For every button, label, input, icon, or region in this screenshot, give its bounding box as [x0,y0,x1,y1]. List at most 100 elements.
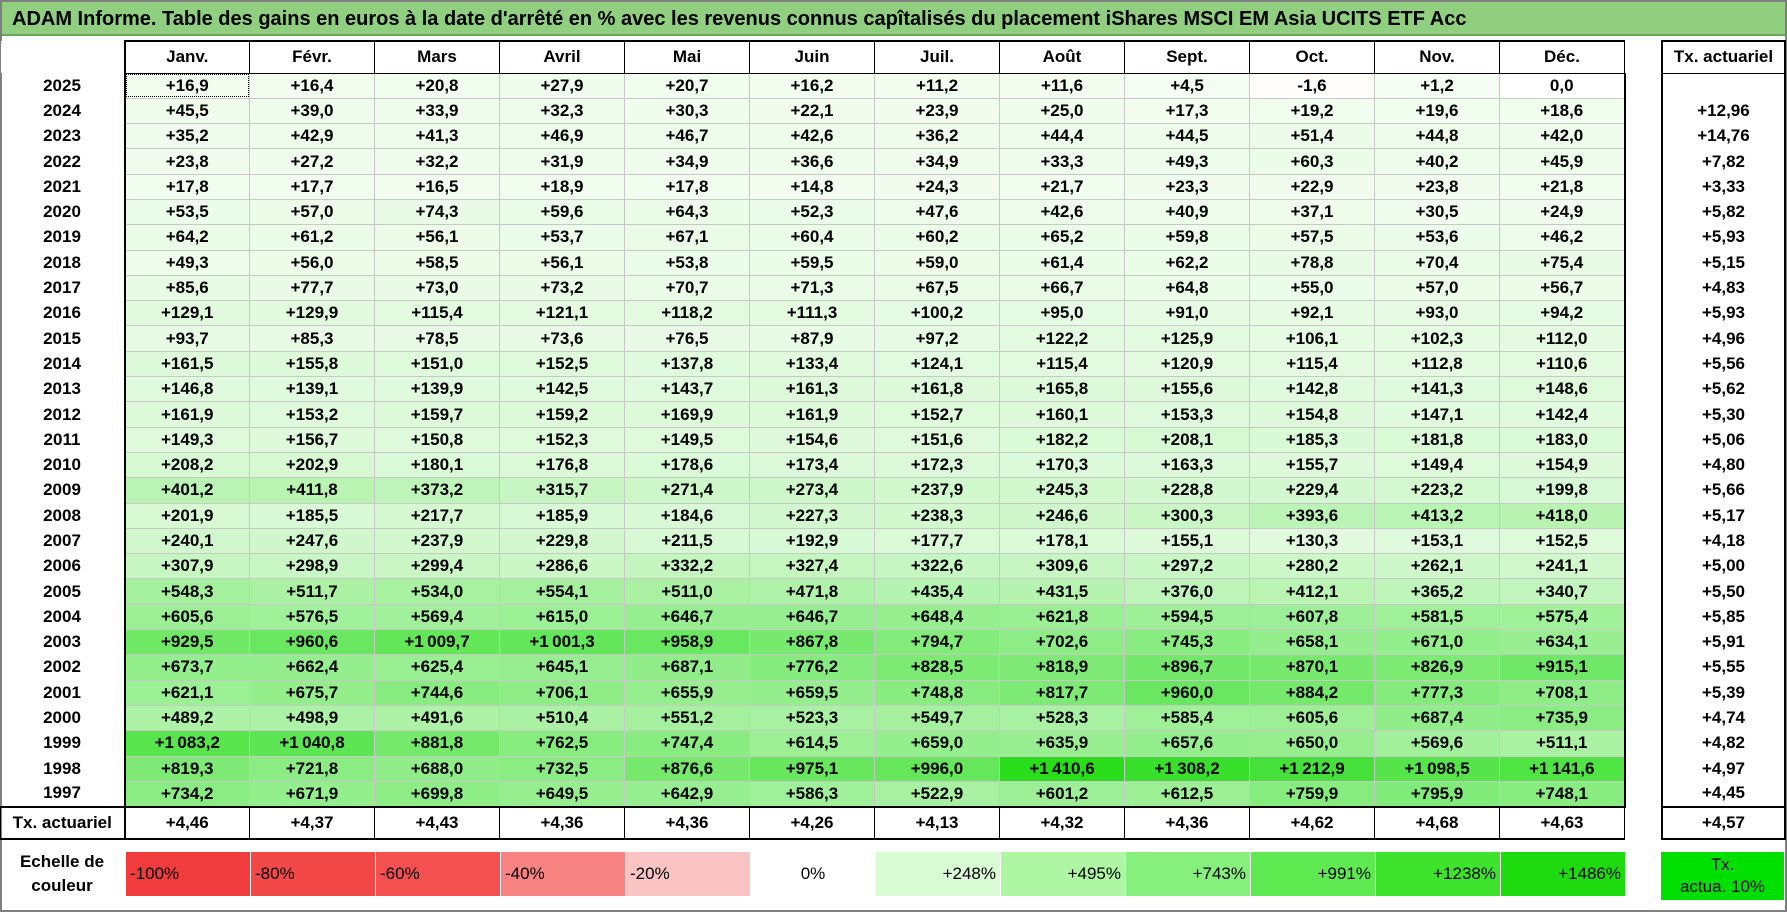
gain-cell: +881,8 [374,730,500,757]
year-label: 2009 [0,477,126,504]
gain-cell: +97,2 [874,325,1000,352]
gain-cell: +327,4 [749,553,875,580]
gain-cell: +181,8 [1374,426,1500,453]
gain-cell: +55,0 [1249,274,1375,302]
header-row: Janv. Févr. Mars Avril Mai Juin Juil. Août Sept.… [0,40,1625,74]
year-label: 2008 [0,503,126,529]
gain-cell: +44,8 [1374,123,1500,150]
gain-cell: +155,6 [1124,376,1250,403]
table-row: 2016 +129,1 +129,9 +115,4 +121,1 +118,2 +111,3… [0,300,1626,327]
gain-cell: +152,7 [874,401,1000,428]
gain-cell: +706,1 [499,679,625,706]
gain-cell: +60,4 [749,224,875,251]
gain-cell: +299,4 [374,553,500,580]
gain-cell: +322,6 [874,553,1000,580]
gain-cell: +24,3 [874,173,1000,200]
gain-cell: +184,6 [624,502,750,529]
year-label: 2011 [0,427,126,453]
gain-cell: +4,5 [1124,72,1250,99]
gain-cell: +33,9 [374,97,500,125]
gain-cell: +172,3 [874,451,1000,479]
actuarial-rate-cell: +5,39 [1661,680,1786,706]
gain-cell: +85,3 [249,325,375,352]
gain-cell: +646,7 [749,603,875,631]
gain-cell: +297,2 [1124,553,1250,580]
gain-cell: +67,5 [874,274,1000,302]
actuarial-rate-row: +4,80 [1661,452,1786,478]
gain-cell: +401,2 [124,477,250,504]
gain-cell: +431,5 [999,578,1125,605]
gain-cell: +64,2 [124,224,250,251]
gain-cell: +245,3 [999,477,1125,504]
gain-cell: +154,8 [1249,401,1375,428]
table-row: 2024 +45,5 +39,0 +33,9 +32,3 +30,3 +22,1 +23,9 +… [0,97,1626,125]
table-row: 2025 +16,9 +16,4 +20,8 +27,9 +20,7 +16,2 +11,2 +… [0,72,1626,99]
actuarial-rate-row: +4,97 [1661,756,1786,782]
year-label: 2019 [0,224,126,251]
year-label: 2001 [0,680,126,706]
actuarial-rate-row: +5,66 [1661,477,1786,504]
gain-cell: +59,8 [1124,224,1250,251]
table-row: 2009 +401,2 +411,8 +373,2 +315,7 +271,4 +273,4… [0,477,1626,504]
gain-cell: +95,0 [999,300,1125,327]
gain-cell: +612,5 [1124,780,1250,808]
actuarial-rate-cell: +5,06 [1661,427,1786,453]
gain-cell: +413,2 [1374,502,1500,529]
actuarial-rate-cell: +5,91 [1661,629,1786,655]
gain-cell: +161,9 [749,401,875,428]
actuarial-rate-cell: +4,18 [1661,528,1786,554]
gain-cell: +149,5 [624,426,750,453]
year-label: 2012 [0,401,126,428]
gain-cell: +581,5 [1374,603,1500,631]
gain-cell: +18,6 [1499,97,1626,125]
gains-table: Janv. Févr. Mars Avril Mai Juin Juil. Août Sept.… [0,40,1626,840]
gain-cell: +23,8 [124,148,250,175]
actuarial-rate-cell: +4,96 [1661,325,1786,352]
gain-cell: +511,0 [624,578,750,605]
gain-cell: +762,5 [499,730,625,757]
year-label: 2006 [0,553,126,579]
gain-cell: +11,6 [999,72,1125,99]
gain-cell: +745,3 [1124,629,1250,656]
gain-cell: +160,1 [999,401,1125,428]
table-row: 1998 +819,3 +721,8 +688,0 +732,5 +876,6 +975,1… [0,755,1626,782]
gain-cell: +154,6 [749,426,875,453]
actuarial-rate-cell: +5,17 [1661,503,1786,529]
gain-cell: +238,3 [874,502,1000,529]
gain-cell: +777,3 [1374,679,1500,706]
gain-cell: +671,0 [1374,629,1500,656]
gain-cell: +139,9 [374,376,500,403]
gain-cell: +21,7 [999,173,1125,200]
actuarial-rate-row: +4,96 [1661,325,1786,352]
gain-cell: +870,1 [1249,654,1375,681]
table-row: 2017 +85,6 +77,7 +73,0 +73,2 +70,7 +71,3 +67,5 +… [0,274,1626,302]
gain-cell: +594,5 [1124,603,1250,631]
actuarial-month-cell: +4,36 [499,805,625,840]
gain-cell: +161,5 [124,350,250,378]
actuarial-rate-cell: +5,30 [1661,401,1786,428]
gain-cell: +614,5 [749,730,875,757]
gain-cell: +115,4 [999,350,1125,378]
gain-cell: +59,5 [749,249,875,276]
year-label: 2004 [0,604,126,630]
gain-cell: +73,6 [499,325,625,352]
gain-cell: +42,0 [1499,123,1626,150]
gain-cell: +42,6 [999,198,1125,226]
gain-cell: +915,1 [1499,654,1626,681]
gain-cell: +522,9 [874,780,1000,808]
gain-cell: +122,2 [999,325,1125,352]
color-scale-label-line2: couleur [31,876,93,895]
table-row: 2018 +49,3 +56,0 +58,5 +56,1 +53,8 +59,5 +59,0 +… [0,249,1626,276]
year-label: 2016 [0,300,126,326]
gain-cell: +315,7 [499,477,625,504]
gain-cell: +896,7 [1124,654,1250,681]
gain-cell: +129,9 [249,300,375,327]
gain-cell: +93,0 [1374,300,1500,327]
gain-cell: +77,7 [249,274,375,302]
gain-cell: +20,7 [624,72,750,99]
table-row: 2012 +161,9 +153,2 +159,7 +159,2 +169,9 +161,9… [0,401,1626,428]
gain-cell: +53,5 [124,198,250,226]
gain-cell: +31,9 [499,148,625,175]
gain-cell: +182,2 [999,426,1125,453]
gain-cell: +241,1 [1499,553,1626,580]
